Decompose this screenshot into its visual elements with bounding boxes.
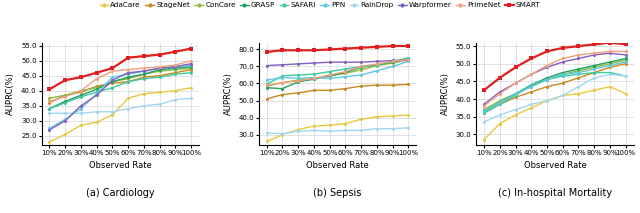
Legend: AdaCare, StageNet, ConCare, GRASP, SAFARI, PPN, RainDrop, Warpformer, PrimeNet, : AdaCare, StageNet, ConCare, GRASP, SAFAR… [99,1,541,9]
X-axis label: Observed Rate: Observed Rate [524,161,586,170]
X-axis label: Observed Rate: Observed Rate [89,161,152,170]
Y-axis label: AUPRC(%): AUPRC(%) [441,72,450,115]
Text: (a) Cardiology: (a) Cardiology [86,188,155,198]
Text: (b) Sepsis: (b) Sepsis [314,188,362,198]
Y-axis label: AUPRC(%): AUPRC(%) [224,72,233,115]
X-axis label: Observed Rate: Observed Rate [306,161,369,170]
Text: (c) In-hospital Mortality: (c) In-hospital Mortality [498,188,612,198]
Y-axis label: AUPRC(%): AUPRC(%) [6,72,15,115]
